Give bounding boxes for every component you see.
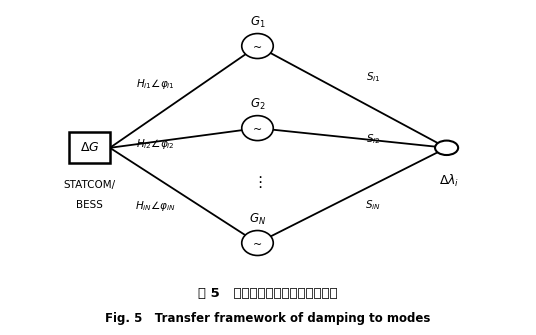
Text: BESS: BESS bbox=[76, 200, 103, 209]
Text: $S_{i2}$: $S_{i2}$ bbox=[366, 133, 380, 146]
Text: $\vdots$: $\vdots$ bbox=[252, 174, 263, 190]
Text: $H_{i1}\angle\varphi_{i1}$: $H_{i1}\angle\varphi_{i1}$ bbox=[136, 77, 175, 91]
Text: $G_1$: $G_1$ bbox=[250, 14, 265, 29]
Text: ~: ~ bbox=[253, 125, 262, 135]
Text: $H_{i2}\angle\varphi_{i2}$: $H_{i2}\angle\varphi_{i2}$ bbox=[136, 137, 174, 151]
Text: $\Delta\lambda_i$: $\Delta\lambda_i$ bbox=[439, 173, 459, 189]
Text: $G_2$: $G_2$ bbox=[250, 96, 265, 112]
Text: 图 5   稳定器对模态的阻尼传递框图: 图 5 稳定器对模态的阻尼传递框图 bbox=[198, 287, 338, 300]
Text: Fig. 5   Transfer framework of damping to modes: Fig. 5 Transfer framework of damping to … bbox=[105, 312, 431, 325]
Text: STATCOM/: STATCOM/ bbox=[63, 180, 115, 190]
Text: ~: ~ bbox=[253, 240, 262, 250]
Text: ~: ~ bbox=[253, 43, 262, 53]
Text: $H_{iN}\angle\varphi_{iN}$: $H_{iN}\angle\varphi_{iN}$ bbox=[135, 199, 175, 213]
Ellipse shape bbox=[242, 116, 273, 141]
Ellipse shape bbox=[242, 34, 273, 59]
Text: $\Delta G$: $\Delta G$ bbox=[80, 141, 99, 154]
Circle shape bbox=[435, 141, 458, 155]
Text: $S_{iN}$: $S_{iN}$ bbox=[365, 198, 381, 212]
Text: $S_{i1}$: $S_{i1}$ bbox=[366, 70, 381, 84]
Text: $G_N$: $G_N$ bbox=[249, 211, 266, 226]
Ellipse shape bbox=[242, 230, 273, 256]
FancyBboxPatch shape bbox=[69, 132, 110, 163]
